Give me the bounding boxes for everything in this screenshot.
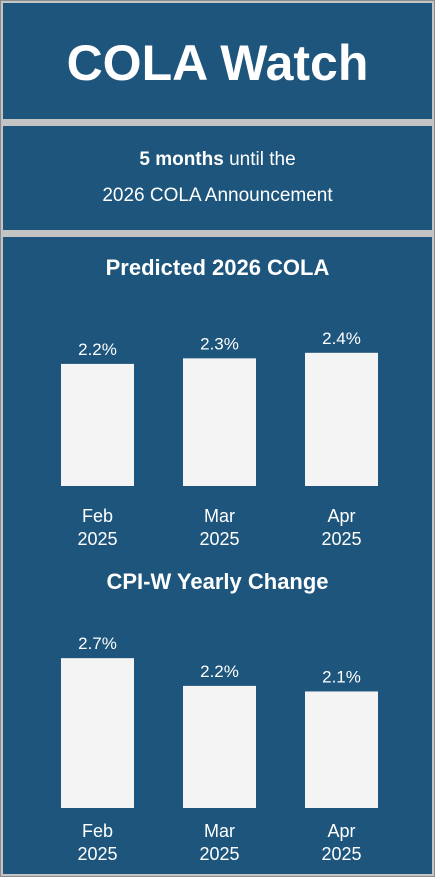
predicted-cola-category-month: Feb [82, 506, 113, 526]
countdown-months: 5 months [139, 149, 224, 170]
countdown-until: until the [223, 149, 296, 170]
cpi-w-category-month: Apr [327, 821, 355, 841]
cpi-w-chart: 2.7% Feb 2025 2.2% Mar 2025 2.1% Apr 2025 [61, 634, 378, 864]
cpi-w-bar [183, 685, 256, 808]
predicted-cola-category-month: Apr [327, 506, 355, 526]
predicted-cola-chart-title: Predicted 2026 COLA [105, 255, 330, 280]
predicted-cola-bar [305, 352, 378, 486]
cpi-w-chart-title: CPI-W Yearly Change [106, 569, 329, 594]
predicted-cola-category-year: 2025 [321, 529, 361, 549]
countdown-line-2: 2026 COLA Announcement [102, 185, 333, 206]
cpi-w-category-year: 2025 [199, 844, 239, 864]
predicted-cola-bar [183, 358, 256, 486]
page-title: COLA Watch [66, 35, 369, 91]
predicted-cola-category-month: Mar [204, 506, 235, 526]
countdown-panel: 5 months until the 2026 COLA Announcemen… [3, 126, 432, 230]
cpi-w-bar [61, 658, 134, 808]
predicted-cola-value-label: 2.3% [200, 334, 239, 353]
cpi-w-category-month: Feb [82, 821, 113, 841]
countdown-line-1: 5 months until the [3, 148, 432, 172]
predicted-cola-chart: 2.2% Feb 2025 2.3% Mar 2025 2.4% Apr 2025 [61, 329, 378, 549]
cpi-w-category-month: Mar [204, 821, 235, 841]
charts-panel: Predicted 2026 COLA 2.2% Feb 2025 2.3% Mar 20… [3, 237, 432, 874]
predicted-cola-category-year: 2025 [77, 529, 117, 549]
cpi-w-value-label: 2.2% [200, 662, 239, 681]
cpi-w-bar [305, 691, 378, 808]
predicted-cola-value-label: 2.2% [78, 340, 117, 359]
cpi-w-value-label: 2.7% [78, 634, 117, 653]
predicted-cola-bar [61, 363, 134, 486]
title-panel: COLA Watch [3, 3, 432, 119]
predicted-cola-category-year: 2025 [199, 529, 239, 549]
cpi-w-value-label: 2.1% [322, 667, 361, 686]
cpi-w-category-year: 2025 [321, 844, 361, 864]
cpi-w-category-year: 2025 [77, 844, 117, 864]
predicted-cola-value-label: 2.4% [322, 329, 361, 348]
